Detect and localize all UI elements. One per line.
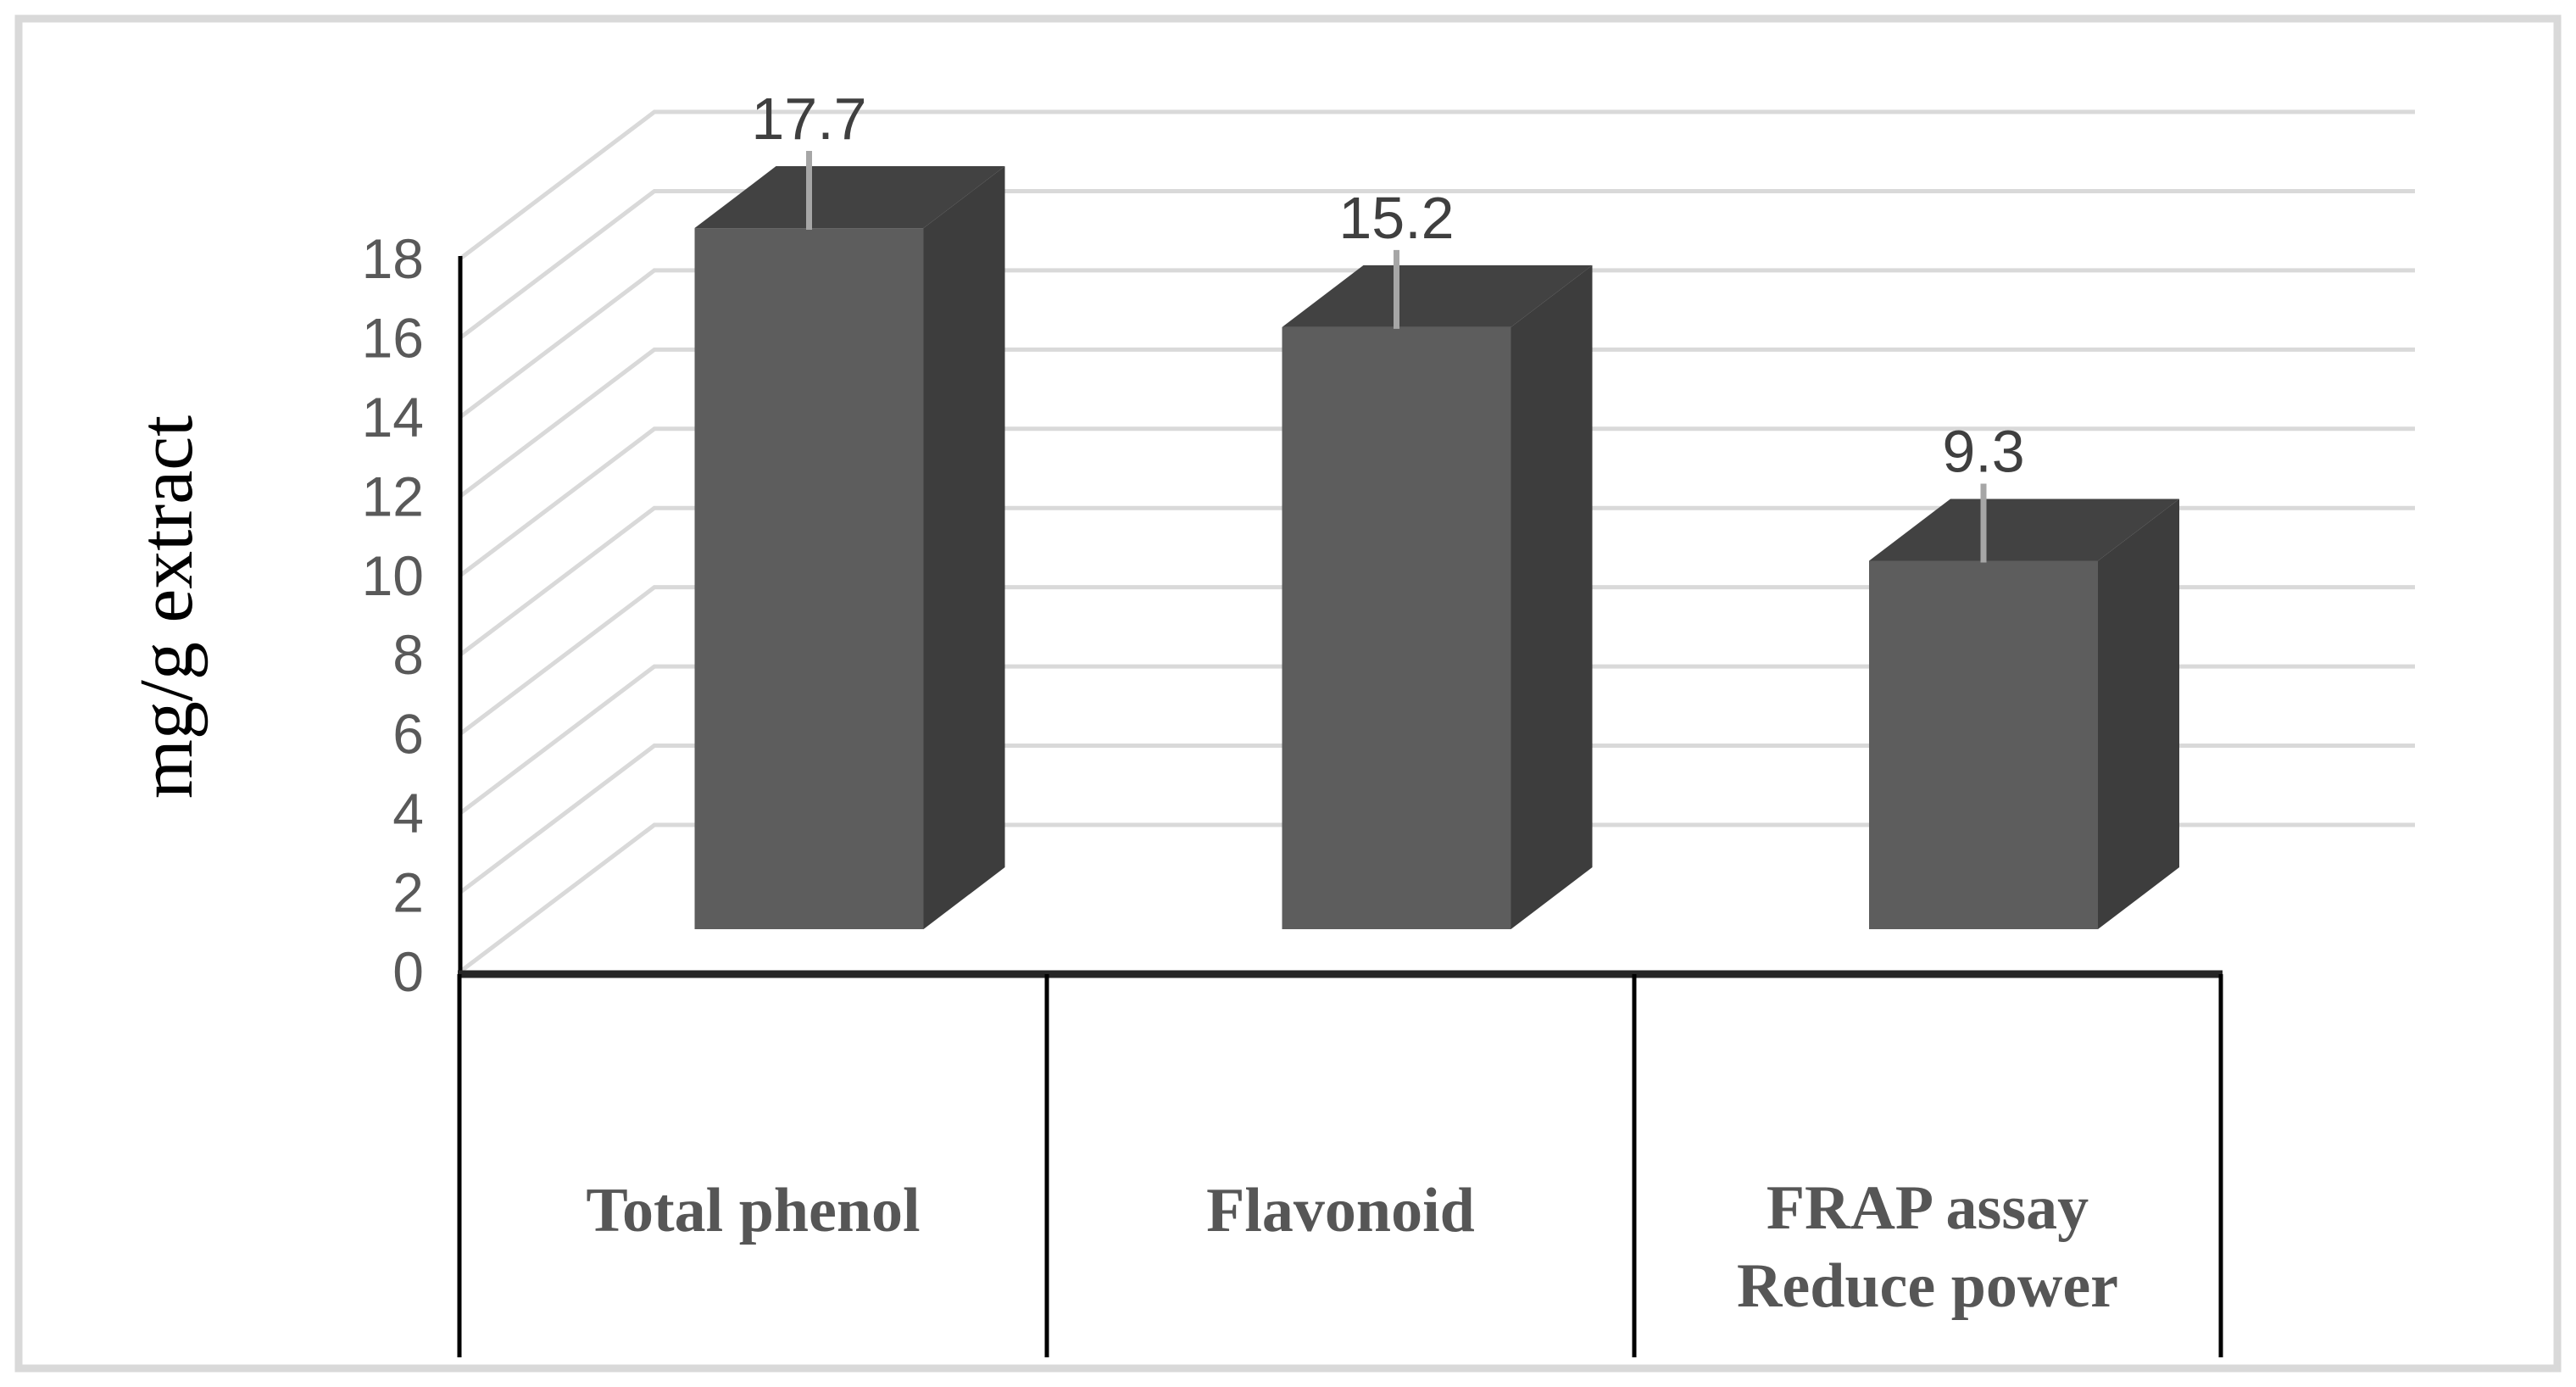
gridline	[459, 268, 2415, 419]
y-axis-title: mg/g extract	[125, 415, 209, 799]
data-label-frap-assay-reduce-power: 9.3	[1942, 419, 2024, 485]
y-tick-label: 12	[362, 465, 424, 527]
data-label-total-phenol: 17.7	[751, 86, 866, 152]
y-tick-label: 10	[362, 544, 424, 607]
gridline	[459, 347, 2415, 499]
gridline	[459, 744, 2415, 894]
bar-top-total-phenol	[694, 166, 1005, 229]
gridline	[459, 505, 2415, 657]
figure-border	[14, 14, 2562, 1373]
y-tick-label: 6	[392, 703, 424, 766]
category-label: Flavonoid	[1206, 1176, 1475, 1245]
bar-front-total-phenol	[694, 228, 924, 929]
category-label: Total phenol	[586, 1176, 920, 1245]
category-label: FRAP assay	[1766, 1173, 2089, 1243]
y-tick-label: 8	[392, 623, 424, 686]
gridline	[459, 109, 2415, 261]
gridline	[459, 585, 2415, 736]
y-tick-label: 18	[362, 227, 424, 290]
y-tick-label: 2	[392, 861, 424, 924]
y-tick-label: 0	[392, 940, 424, 1003]
y-tick-label: 16	[362, 306, 424, 369]
y-tick-label: 4	[392, 782, 424, 844]
gridline	[459, 664, 2415, 816]
bar-side-total-phenol	[923, 166, 1005, 929]
gridline	[459, 822, 2415, 973]
bar-front-flavonoid	[1282, 326, 1511, 930]
bar-top-frap-assay-reduce-power	[1869, 499, 2179, 561]
bar-side-frap-assay-reduce-power	[2098, 499, 2179, 929]
bar-side-flavonoid	[1511, 265, 1593, 930]
gridline	[459, 188, 2415, 340]
gridline	[459, 426, 2415, 577]
y-tick-label: 14	[362, 386, 424, 448]
bar-top-flavonoid	[1282, 265, 1593, 327]
category-label: Reduce power	[1737, 1251, 2118, 1321]
data-label-flavonoid: 15.2	[1338, 185, 1454, 251]
bar-front-frap-assay-reduce-power	[1869, 560, 2098, 929]
